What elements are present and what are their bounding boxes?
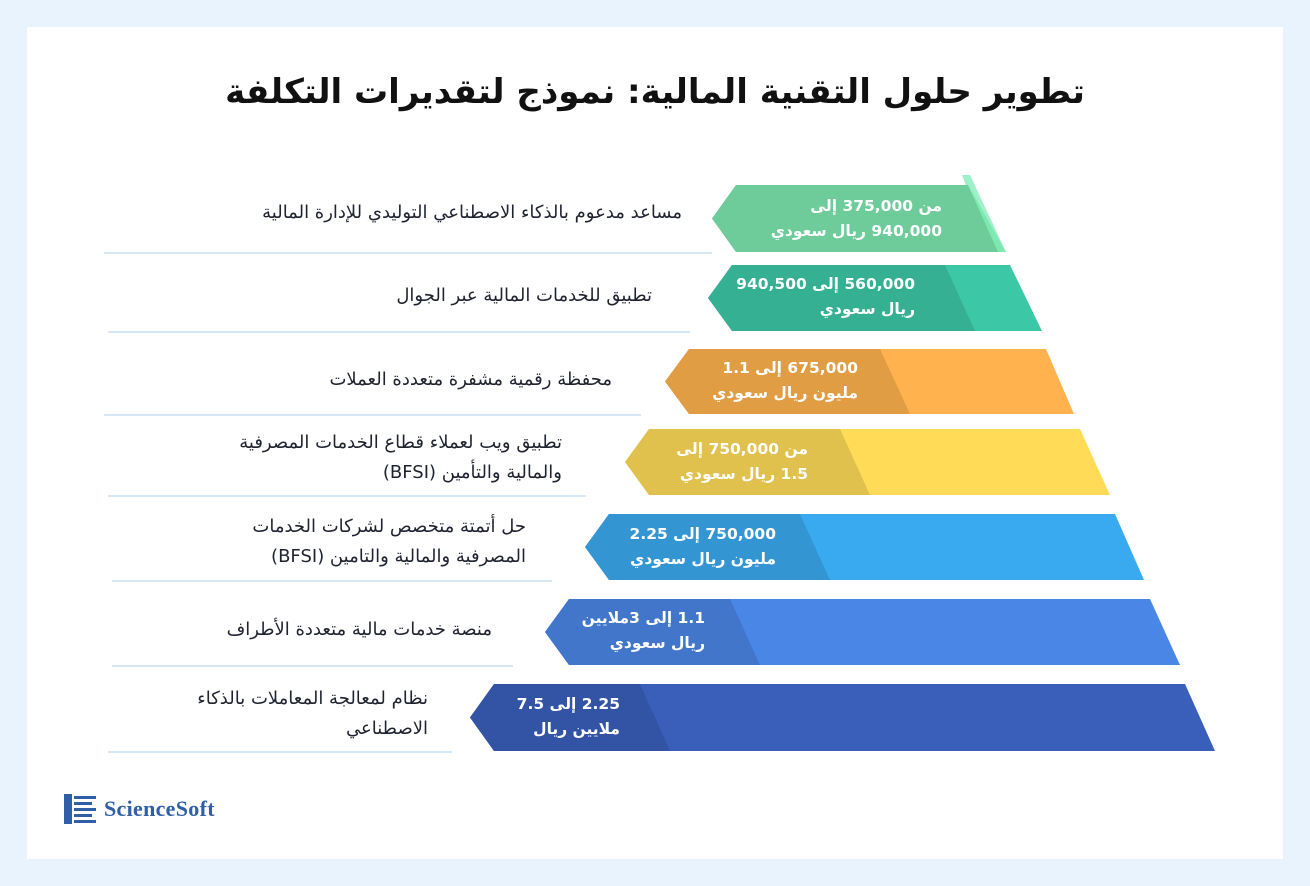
row-divider bbox=[112, 665, 513, 667]
price-label: 560,000 إلى 940,500 ريال سعودي bbox=[736, 272, 915, 322]
row-divider bbox=[108, 751, 452, 753]
price-section bbox=[545, 599, 760, 665]
pyramid-band bbox=[665, 349, 1074, 414]
price-label: 750,000 إلى 2.25 مليون ريال سعودي bbox=[630, 522, 776, 572]
price-label: من 750,000 إلى 1.5 ريال سعودي bbox=[676, 437, 808, 487]
row-divider bbox=[104, 252, 712, 254]
price-line: 750,000 إلى 2.25 bbox=[629, 525, 776, 543]
price-label: 1.1 إلى 3ملايين ريال سعودي bbox=[582, 606, 705, 656]
band-label-line: حل أتمتة متخصص لشركات الخدمات bbox=[252, 516, 526, 537]
band-label: تطبيق ويب لعملاء قطاع الخدمات المصرفية وا… bbox=[239, 428, 562, 488]
pyramid-band bbox=[545, 599, 1180, 665]
price-line: 1.5 ريال سعودي bbox=[679, 465, 808, 483]
row-divider bbox=[112, 580, 552, 582]
price-line: 940,000 ريال سعودي bbox=[770, 222, 942, 240]
band-label-line: محفظة رقمية مشفرة متعددة العملات bbox=[329, 369, 612, 390]
pyramid-band bbox=[708, 265, 1042, 331]
price-line: 1.1 إلى 3ملايين bbox=[581, 609, 705, 627]
band-label-line: منصة خدمات مالية متعددة الأطراف bbox=[226, 619, 492, 640]
price-section bbox=[708, 265, 975, 331]
logo-icon bbox=[64, 794, 96, 824]
price-line: 675,000 إلى 1.1 bbox=[722, 359, 858, 377]
price-line: 2.25 إلى 7.5 bbox=[516, 695, 620, 713]
row-divider bbox=[108, 495, 586, 497]
band-label-line: والمالية والتأمين (BFSI) bbox=[382, 462, 562, 483]
row-divider bbox=[108, 331, 690, 333]
band-label-line: تطبيق للخدمات المالية عبر الجوال bbox=[396, 285, 652, 306]
price-line: مليون ريال سعودي bbox=[712, 384, 858, 402]
pyramid-band bbox=[585, 514, 1144, 580]
band-label-line: تطبيق ويب لعملاء قطاع الخدمات المصرفية bbox=[239, 432, 562, 453]
price-label: 675,000 إلى 1.1 مليون ريال سعودي bbox=[712, 356, 858, 406]
band-label-line: مساعد مدعوم بالذكاء الاصطناعي التوليدي ل… bbox=[262, 202, 682, 223]
price-section bbox=[470, 684, 670, 751]
band-label-line: المصرفية والمالية والتامين (BFSI) bbox=[271, 546, 526, 567]
price-label: 2.25 إلى 7.5 ملايين ريال bbox=[517, 692, 620, 742]
price-line: ملايين ريال bbox=[533, 720, 620, 738]
price-line: من 375,000 إلى bbox=[810, 197, 942, 215]
pyramid-band bbox=[625, 429, 1110, 495]
price-section bbox=[625, 429, 870, 495]
logo-text: ScienceSoft bbox=[104, 796, 215, 821]
pyramid-band bbox=[712, 185, 1006, 252]
price-line: ريال سعودي bbox=[609, 634, 705, 652]
price-line: ريال سعودي bbox=[819, 300, 915, 318]
price-line: 560,000 إلى 940,500 bbox=[736, 275, 915, 293]
band-label: تطبيق للخدمات المالية عبر الجوال bbox=[396, 281, 652, 311]
page-title: تطوير حلول التقنية المالية: نموذج لتقدير… bbox=[225, 72, 1085, 112]
row-divider bbox=[104, 414, 641, 416]
pyramid-band bbox=[470, 684, 1215, 751]
band-label: محفظة رقمية مشفرة متعددة العملات bbox=[329, 365, 612, 395]
price-label: من 375,000 إلى 940,000 ريال سعودي bbox=[771, 194, 942, 244]
band-label: مساعد مدعوم بالذكاء الاصطناعي التوليدي ل… bbox=[262, 198, 682, 228]
price-line: مليون ريال سعودي bbox=[630, 550, 776, 568]
price-section bbox=[585, 514, 830, 580]
price-section bbox=[712, 185, 998, 252]
band-label-line: نظام لمعالجة المعاملات بالذكاء bbox=[197, 688, 428, 709]
band-label-line: الاصطناعي bbox=[346, 718, 428, 739]
sciencesoft-logo: ScienceSoft bbox=[64, 792, 215, 826]
band-label: نظام لمعالجة المعاملات بالذكاء الاصطناعي bbox=[197, 684, 428, 744]
price-line: من 750,000 إلى bbox=[676, 440, 808, 458]
band-label: منصة خدمات مالية متعددة الأطراف bbox=[227, 615, 492, 645]
band-label: حل أتمتة متخصص لشركات الخدمات المصرفية وا… bbox=[252, 512, 526, 572]
price-section bbox=[665, 349, 910, 414]
